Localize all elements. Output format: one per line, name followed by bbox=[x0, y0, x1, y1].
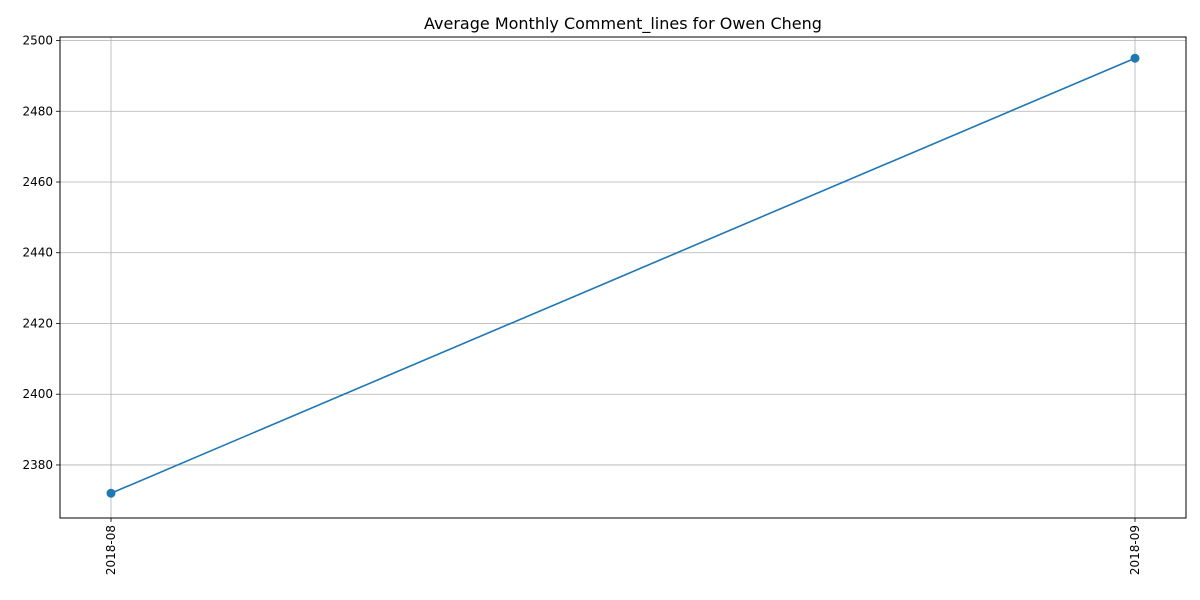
chart-title: Average Monthly Comment_lines for Owen C… bbox=[424, 14, 822, 33]
data-point bbox=[1130, 53, 1140, 63]
grid-layer bbox=[60, 37, 1186, 518]
y-tick-label: 2500 bbox=[22, 34, 53, 48]
y-tick-label: 2420 bbox=[22, 316, 53, 330]
y-tick-label: 2380 bbox=[22, 458, 53, 472]
y-tick-label: 2440 bbox=[22, 246, 53, 260]
y-tick-label: 2400 bbox=[22, 387, 53, 401]
data-point bbox=[106, 488, 116, 498]
x-tick-label: 2018-08 bbox=[104, 525, 118, 575]
x-axis-ticks: 2018-08 2018-09 bbox=[104, 518, 1142, 575]
plot-frame bbox=[59, 36, 1187, 519]
x-tick-label: 2018-09 bbox=[1128, 525, 1142, 575]
axes-layer bbox=[59, 36, 1187, 519]
y-axis-ticks: 2380 2400 2420 2440 2460 2480 2500 bbox=[22, 34, 60, 472]
y-tick-label: 2460 bbox=[22, 175, 53, 189]
series-line bbox=[110, 57, 1136, 494]
series-layer bbox=[106, 53, 1140, 498]
y-tick-label: 2480 bbox=[22, 104, 53, 118]
